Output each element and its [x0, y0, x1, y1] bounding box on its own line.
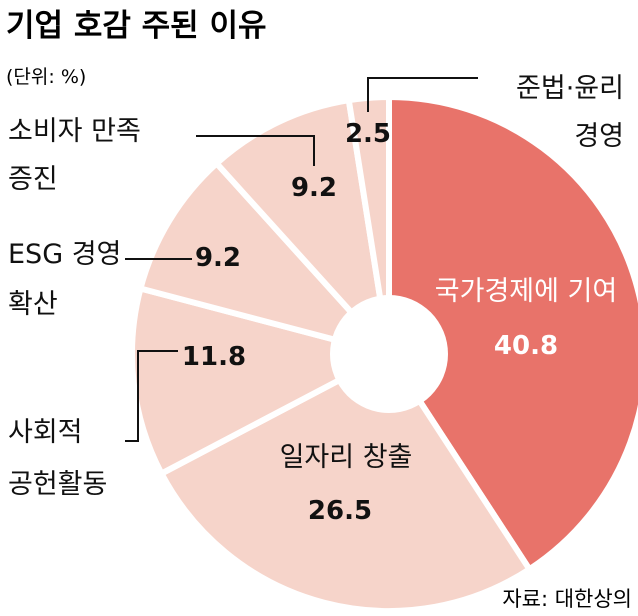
unit-label: (단위: %) [6, 66, 86, 88]
source-label: 자료: 대한상의 [502, 587, 632, 611]
slice-label-5-line-1: 소비자 만족 [8, 116, 141, 147]
slice-value-3: 11.8 [182, 342, 246, 372]
slice-label-1-line-1: 국가경제에 기여 [435, 276, 617, 307]
slice-value-2: 26.5 [308, 496, 372, 526]
slice-label-3-line-1: 사회적 [8, 417, 83, 448]
leader-line-social [125, 350, 178, 442]
slice-value-1: 40.8 [494, 331, 558, 361]
slice-label-6-line-1: 준법·윤리 [516, 73, 624, 104]
slice-label-4-line-2: 확산 [8, 289, 58, 320]
slice-label-5-line-2: 증진 [8, 164, 58, 195]
pie-slice-1 [386, 94, 638, 573]
leader-line-compliance [367, 77, 478, 112]
slice-label-6-line-2: 경영 [574, 121, 624, 152]
slice-label-3-line-2: 공헌활동 [8, 469, 107, 500]
slice-value-6: 2.5 [345, 119, 391, 149]
pie-slice-5 [213, 97, 392, 357]
pie-slice-3 [129, 285, 392, 477]
chart-title: 기업 호감 주된 이유 [6, 8, 267, 44]
leader-line-consumer [196, 135, 315, 166]
leader-lines [125, 77, 478, 442]
slice-value-5: 9.2 [291, 173, 337, 203]
pie-slice-4 [137, 160, 392, 357]
pie-center-hole [330, 295, 448, 413]
slice-label-4-line-1: ESG 경영 [8, 239, 121, 270]
slice-value-4: 9.2 [195, 243, 241, 273]
pie-slice-2 [158, 351, 533, 614]
slice-label-2-line-1: 일자리 창출 [280, 442, 413, 473]
